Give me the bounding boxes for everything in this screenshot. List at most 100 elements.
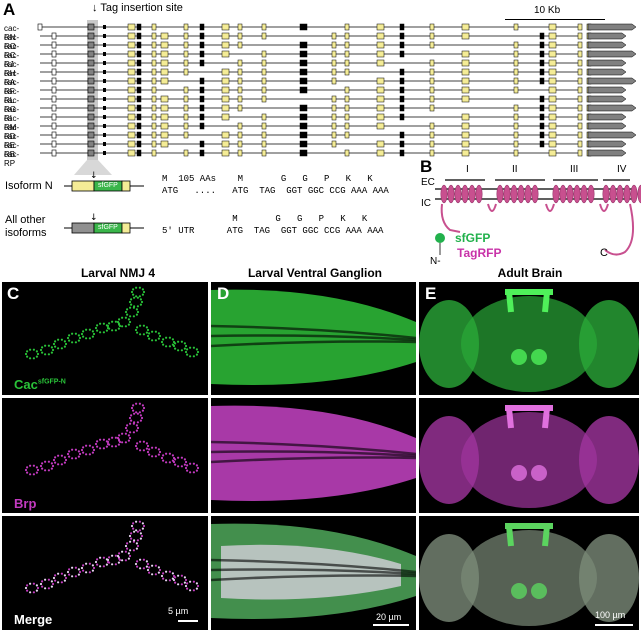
active-zone-puncta	[128, 320, 132, 324]
antennal-lobe	[531, 465, 547, 481]
coding-exon	[299, 86, 308, 94]
transmembrane-helix	[566, 184, 574, 204]
active-zone-puncta	[121, 559, 124, 562]
coding-exon	[261, 86, 267, 94]
coding-exon	[331, 131, 337, 139]
active-zone-puncta	[184, 466, 188, 470]
active-zone-puncta	[157, 448, 160, 451]
coding-exon	[151, 50, 157, 58]
active-zone-puncta	[126, 547, 129, 550]
active-zone-puncta	[140, 534, 144, 538]
central-brain	[461, 412, 597, 508]
active-zone-puncta	[114, 329, 117, 332]
tagged-exon	[87, 122, 95, 130]
antennal-lobe	[531, 349, 547, 365]
small-exon	[103, 88, 106, 92]
coding-exon	[199, 50, 205, 58]
coding-exon	[299, 104, 308, 112]
coding-exon	[127, 68, 136, 76]
active-zone-puncta	[168, 452, 171, 455]
active-zone-puncta	[88, 453, 91, 456]
active-zone-puncta	[66, 452, 70, 456]
active-zone-puncta	[195, 469, 198, 472]
active-zone-puncta	[130, 532, 133, 535]
active-zone-puncta	[60, 581, 64, 584]
brain-merge-image	[419, 523, 639, 626]
active-zone-puncta	[47, 460, 51, 463]
active-zone-puncta	[26, 355, 29, 358]
active-zone-puncta	[96, 324, 99, 327]
coding-exon	[513, 41, 519, 49]
small-exon	[103, 97, 106, 101]
active-zone-puncta	[141, 527, 144, 530]
coding-exon	[577, 68, 583, 76]
coding-exon	[237, 140, 243, 148]
active-zone-puncta	[136, 442, 139, 445]
active-zone-puncta	[195, 464, 198, 467]
isoform-label: cac-RM	[4, 114, 20, 132]
utr-3prime-arrow	[587, 104, 637, 112]
active-zone-puncta	[99, 565, 102, 568]
active-zone-puncta	[118, 434, 121, 437]
active-zone-puncta	[29, 473, 32, 476]
coding-exon	[221, 140, 230, 148]
sfgfp-label: sfGFP	[455, 231, 491, 245]
coding-exon	[261, 50, 267, 58]
active-zone-puncta	[132, 527, 135, 530]
active-zone-puncta	[145, 565, 148, 568]
coding-exon	[344, 32, 350, 40]
active-zone-puncta	[108, 327, 111, 330]
active-zone-puncta	[77, 568, 80, 571]
utr-exon	[51, 104, 57, 112]
coding-exon	[331, 104, 337, 112]
active-zone-puncta	[63, 461, 66, 464]
coding-exon	[160, 41, 169, 49]
micrograph-nmj-brp: Brp	[2, 398, 208, 513]
utr-exon	[51, 131, 57, 139]
active-zone-puncta	[128, 436, 132, 440]
active-zone-puncta	[32, 464, 35, 467]
active-zone-puncta	[80, 448, 84, 452]
active-zone-puncta	[47, 353, 51, 356]
active-zone-puncta	[133, 539, 136, 542]
active-zone-puncta	[133, 421, 136, 424]
utr-exon	[51, 32, 57, 40]
coding-exon	[548, 140, 557, 148]
active-zone-puncta	[140, 300, 144, 304]
other-isoforms-label-line1: All other	[5, 214, 46, 226]
coding-exon	[577, 131, 583, 139]
active-zone-puncta	[64, 458, 68, 462]
active-zone-puncta	[68, 455, 71, 458]
nmj-merge-boutons	[24, 520, 200, 594]
active-zone-puncta	[66, 570, 70, 574]
utr-exon	[51, 95, 57, 103]
coding-exon	[577, 104, 583, 112]
panel-d-label: D	[217, 284, 230, 303]
active-zone-puncta	[60, 347, 64, 350]
active-zone-puncta	[92, 448, 96, 452]
active-zone-puncta	[165, 336, 168, 339]
active-zone-puncta	[92, 332, 96, 336]
active-zone-puncta	[168, 345, 171, 348]
coding-exon	[183, 50, 189, 58]
domain-label-4: IV	[617, 164, 627, 175]
coding-exon	[199, 113, 205, 121]
transmembrane-helix	[580, 184, 588, 204]
active-zone-puncta	[51, 348, 55, 352]
active-zone-puncta	[192, 462, 195, 465]
coding-exon	[160, 32, 169, 40]
coding-exon	[461, 77, 470, 85]
coding-exon	[399, 41, 405, 49]
utr-3prime-arrow	[587, 95, 627, 103]
coding-exon	[331, 41, 337, 49]
small-exon	[103, 43, 106, 47]
active-zone-puncta	[139, 333, 142, 336]
tag-site-label: ↓ Tag insertion site	[92, 2, 183, 14]
active-zone-puncta	[54, 340, 57, 343]
active-zone-puncta	[74, 332, 77, 335]
active-zone-puncta	[184, 460, 188, 464]
coding-exon	[539, 104, 545, 112]
coding-exon	[461, 149, 470, 157]
coding-exon	[160, 50, 169, 58]
active-zone-puncta	[111, 445, 114, 448]
